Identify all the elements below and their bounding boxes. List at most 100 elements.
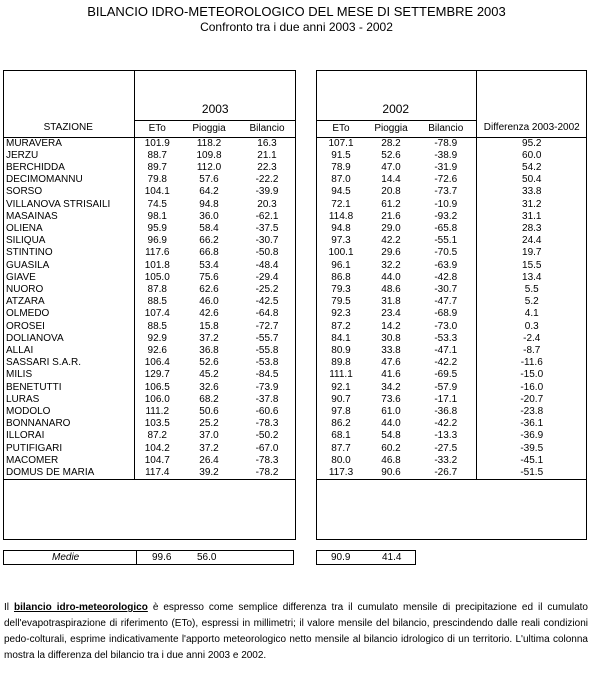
eto-value: 100.1	[328, 247, 354, 259]
pioggia-value: 29.0	[381, 222, 401, 234]
pioggia-value: 21.6	[381, 210, 401, 222]
year-2003-label: 2003	[133, 70, 296, 121]
pioggia-value: 61.2	[381, 198, 401, 210]
pioggia-value: 68.2	[199, 393, 219, 405]
pioggia-value: 33.8	[381, 344, 401, 356]
eto-value: 92.9	[133, 332, 180, 345]
pioggia-value: 61.0	[381, 405, 401, 417]
station-name: ALLAI	[6, 344, 34, 356]
pioggia-value: 54.8	[381, 430, 401, 442]
note-bold-term: bilancio idro-meteorologico	[13, 602, 148, 613]
station-name: BONNANARO	[6, 418, 71, 430]
table-row: GUASILA 101.8 53.4 -48.4	[3, 259, 296, 272]
table-row: LURAS 106.0 68.2 -37.8	[3, 393, 296, 406]
bilancio-value: -78.2	[238, 466, 296, 481]
eto-header: ETo	[316, 120, 366, 138]
bilancio-value: -42.8	[434, 271, 458, 283]
table-row: 87.7 60.2 -27.5 -39.5	[316, 442, 587, 455]
station-name: VILLANOVA STRISAILI	[6, 198, 111, 210]
bilancio-value: -62.1	[255, 210, 279, 222]
bilancio-value: -36.8	[434, 405, 458, 417]
eto-value: 87.8	[133, 283, 180, 297]
medie-2002-row: 90.9 41.4	[316, 550, 416, 565]
table-row: MURAVERA 101.9 118.2 16.3	[3, 137, 296, 150]
bilancio-value: -29.4	[255, 271, 279, 283]
page-title: BILANCIO IDRO-METEOROLOGICO DEL MESE DI …	[87, 4, 506, 19]
explanatory-note: Il bilancio idro-meteorologico è espress…	[4, 600, 588, 664]
eto-value: 78.9	[331, 161, 351, 173]
station-name: DECIMOMANNU	[6, 174, 83, 186]
pioggia-value: 45.2	[199, 369, 219, 381]
eto-value: 88.5	[133, 320, 180, 333]
bilancio-value: -42.5	[255, 296, 279, 308]
pioggia-value: 44.0	[381, 271, 401, 283]
eto-value: 101.8	[133, 259, 180, 272]
table-row: GIAVE 105.0 75.6 -29.4	[3, 271, 296, 284]
station-name: MASAINAS	[6, 210, 58, 222]
bilancio-value: -38.9	[434, 149, 458, 161]
eto-value: 111.1	[329, 369, 353, 381]
eto-value: 114.8	[328, 210, 354, 222]
diff-value: -2.4	[475, 332, 587, 345]
bilancio-value: -78.9	[434, 137, 458, 149]
pioggia-value: 32.2	[381, 259, 401, 271]
diff-value: -15.0	[475, 369, 587, 382]
diff-value: 95.2	[475, 137, 587, 150]
diff-value: -39.5	[475, 442, 587, 455]
diff-header: Differenza 2003-2002	[475, 120, 587, 138]
table-row: 107.1 28.2 -78.9 95.2	[316, 137, 587, 150]
table-row: 114.8 21.6 -93.2 31.1	[316, 210, 587, 223]
medie-label: Medie	[52, 552, 80, 563]
medie-pioggia-2003: 56.0	[197, 552, 217, 563]
table-row: 86.8 44.0 -42.8 13.4	[316, 271, 587, 284]
station-name: LURAS	[6, 393, 40, 405]
pioggia-value: 58.4	[199, 222, 219, 234]
pioggia-value: 37.0	[199, 430, 219, 442]
bilancio-value: -65.8	[434, 222, 458, 234]
bilancio-value: -50.2	[255, 430, 279, 442]
table-2002: 2002 ETo Pioggia Bilancio Differenza 200…	[316, 70, 587, 481]
bilancio-value: -53.3	[434, 332, 458, 344]
bilancio-value: -55.8	[255, 344, 279, 356]
pioggia-value: 32.6	[199, 381, 219, 393]
table-row: 111.1 41.6 -69.5 -15.0	[316, 369, 587, 382]
pioggia-value: 118.2	[196, 137, 222, 149]
eto-value: 129.7	[133, 369, 180, 382]
diff-value: 0.3	[475, 320, 587, 333]
bilancio-value: -73.9	[255, 381, 279, 393]
eto-value: 104.2	[133, 442, 180, 455]
table-row: 79.5 31.8 -47.7 5.2	[316, 296, 587, 309]
table-row: 94.5 20.8 -73.7 33.8	[316, 186, 587, 199]
bilancio-value: -72.6	[434, 174, 458, 186]
eto-value: 106.4	[133, 357, 180, 370]
table-row: ILLORAI 87.2 37.0 -50.2	[3, 430, 296, 443]
eto-value: 117.6	[133, 247, 180, 260]
bilancio-header: Bilancio	[416, 120, 476, 138]
bilancio-value: -37.5	[255, 222, 279, 234]
table-row: OLMEDO 107.4 42.6 -64.8	[3, 308, 296, 321]
table-row: PUTIFIGARI 104.2 37.2 -67.0	[3, 442, 296, 455]
station-name: MILIS	[6, 369, 33, 381]
year-2002-label: 2002	[316, 70, 476, 121]
table-row: 78.9 47.0 -31.9 54.2	[316, 161, 587, 175]
bilancio-value: -53.8	[255, 357, 279, 369]
station-name: MODOLO	[6, 405, 51, 417]
note-text: Il	[4, 602, 14, 613]
eto-value: 107.4	[133, 308, 180, 321]
medie-2003-row: Medie 99.6 56.0	[3, 550, 294, 565]
eto-value: 87.2	[133, 430, 180, 443]
pioggia-value: 47.6	[381, 357, 401, 369]
bilancio-value: -50.8	[255, 247, 279, 259]
pioggia-value: 66.2	[199, 235, 219, 247]
pioggia-value: 53.4	[199, 259, 219, 271]
bilancio-value: -84.5	[255, 369, 279, 381]
table-row: 79.3 48.6 -30.7 5.5	[316, 283, 587, 297]
table-row: 117.3 90.6 -26.7 -51.5	[316, 466, 587, 481]
station-name: OROSEI	[6, 320, 45, 332]
pioggia-value: 50.6	[199, 405, 219, 417]
empty-cell	[475, 70, 587, 120]
pioggia-value: 75.6	[199, 271, 219, 283]
bilancio-value: -78.3	[255, 454, 279, 466]
table-row: SASSARI S.A.R. 106.4 52.6 -53.8	[3, 357, 296, 370]
table-row: 92.1 34.2 -57.9 -16.0	[316, 381, 587, 394]
